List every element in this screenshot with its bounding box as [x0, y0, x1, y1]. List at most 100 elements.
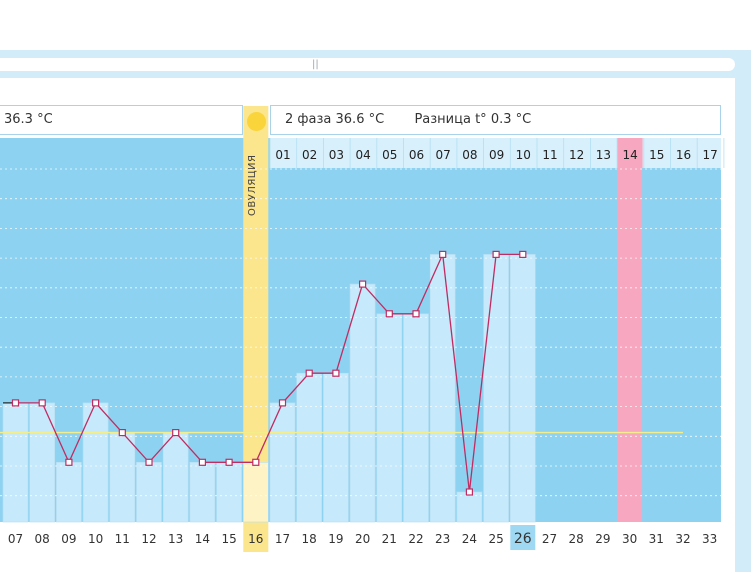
temp-bar-20 — [349, 283, 376, 523]
cycle-day-label: 08 — [35, 532, 50, 546]
temp-point-09 — [65, 458, 73, 466]
cycle-day-label: 19 — [328, 532, 343, 546]
temp-bar-11 — [109, 432, 136, 523]
cycle-day-label: 18 — [302, 532, 317, 546]
cycle-day-label: 13 — [168, 532, 183, 546]
cycle-day-label: 33 — [702, 532, 717, 546]
phase2-day-label: 16 — [676, 148, 691, 162]
temp-bar-25 — [483, 254, 509, 523]
phase2-day-label: 14 — [622, 148, 637, 162]
difference-label: Разница t° — [414, 112, 487, 127]
cycle-day-label: 07 — [8, 532, 23, 546]
temp-bar-24 — [456, 491, 483, 523]
cycle-day-label: 20 — [355, 532, 370, 546]
phase2-day-label: 09 — [489, 148, 504, 162]
cycle-day-label: 17 — [275, 532, 290, 546]
temp-point-21 — [385, 310, 393, 318]
cycle-day-label: 10 — [88, 532, 103, 546]
temp-point-17 — [278, 399, 287, 407]
phase2-day-label: 15 — [649, 148, 664, 162]
temp-point-19 — [332, 369, 340, 377]
phase2-label: 2 фаза — [285, 112, 332, 127]
phase2-day-label: 01 — [275, 148, 290, 162]
phase2-day-label: 13 — [596, 148, 611, 162]
cycle-day-label: 09 — [61, 532, 76, 546]
temp-point-24 — [465, 488, 473, 496]
temp-bar-10 — [82, 402, 109, 523]
temp-point-10 — [91, 399, 100, 407]
cycle-day-label: 15 — [221, 532, 236, 546]
temp-bar-15 — [216, 461, 242, 523]
cycle-day-label: 22 — [408, 532, 423, 546]
current-day-highlight — [510, 525, 536, 550]
cycle-day-label: 24 — [462, 532, 477, 546]
temp-bar-19 — [323, 372, 349, 523]
phase2-day-label: 03 — [329, 148, 344, 162]
temp-point-11 — [118, 429, 126, 437]
phase2-day-label: 06 — [409, 148, 424, 162]
cycle-day-label: 21 — [382, 532, 397, 546]
ovulation-label: ОВУЛЯЦИЯ — [247, 154, 258, 216]
temp-point-13 — [172, 429, 180, 437]
temperature-line — [15, 251, 523, 493]
cycle-day-label: 14 — [195, 532, 210, 546]
temp-bar-13 — [162, 432, 189, 523]
cycle-day-label: 23 — [435, 532, 450, 546]
cycle-day-label: 11 — [115, 532, 130, 546]
temp-point-22 — [412, 310, 420, 318]
temp-bar-18 — [296, 372, 323, 523]
phase2-day-label: 08 — [462, 148, 477, 162]
temp-bar-16 — [243, 461, 269, 523]
temp-bar-08 — [29, 402, 56, 523]
cycle-day-label: 27 — [542, 532, 557, 546]
temp-point-23 — [439, 250, 447, 258]
phase2-day-label: 05 — [382, 148, 397, 162]
temp-bar-22 — [403, 313, 429, 523]
temp-bar-07 — [2, 402, 29, 523]
phase2-day-label: 11 — [542, 148, 557, 162]
temp-bar-14 — [189, 461, 216, 523]
day-axis-background — [0, 522, 721, 552]
phase2-day-label: 04 — [355, 148, 370, 162]
temp-bar-12 — [136, 461, 162, 523]
phase2-day-label: 10 — [516, 148, 531, 162]
horizontal-scrollbar[interactable] — [0, 58, 735, 71]
phase2-header-background — [270, 138, 721, 168]
phase2-summary: 2 фаза 36.6 °C Разница t° 0.3 °C — [270, 105, 721, 135]
temp-point-14 — [198, 458, 206, 466]
temp-point-18 — [305, 369, 313, 377]
phase2-day-label: 12 — [569, 148, 584, 162]
temp-bar-17 — [269, 402, 296, 523]
phase1-value: 36.3 °C — [4, 112, 53, 127]
temp-point-26 — [519, 250, 527, 258]
difference-value: 0.3 °C — [490, 112, 532, 127]
cycle-day-label: 28 — [569, 532, 584, 546]
temp-point-12 — [145, 458, 153, 466]
temp-bar-23 — [429, 254, 456, 523]
highlight-day-header — [617, 138, 643, 168]
cycle-day-label: 16 — [248, 532, 263, 546]
temp-point-25 — [492, 250, 500, 258]
phase2-day-label: 02 — [302, 148, 317, 162]
cycle-day-label: 31 — [649, 532, 664, 546]
temp-point-15 — [225, 458, 233, 466]
cycle-day-label: 30 — [622, 532, 637, 546]
temp-bar-09 — [56, 461, 82, 523]
phase1-summary: 36.3 °C — [0, 105, 243, 135]
phase2-day-label: 07 — [436, 148, 451, 162]
cycle-day-label: 25 — [488, 532, 503, 546]
temp-bar-21 — [376, 313, 403, 523]
temp-point-20 — [359, 280, 367, 288]
phase2-value: 36.6 °C — [335, 112, 385, 127]
scroll-grip-icon[interactable]: || — [312, 59, 319, 70]
cycle-day-label: 32 — [675, 532, 690, 546]
temp-point-08 — [38, 399, 46, 407]
cycle-day-label: 26 — [514, 531, 532, 547]
cycle-day-label: 29 — [595, 532, 610, 546]
highlight-day-column — [617, 138, 643, 522]
temp-point-07 — [11, 399, 20, 407]
temp-bar-26 — [509, 254, 536, 523]
cycle-day-label: 12 — [141, 532, 156, 546]
ovulation-dot-icon — [247, 112, 266, 131]
